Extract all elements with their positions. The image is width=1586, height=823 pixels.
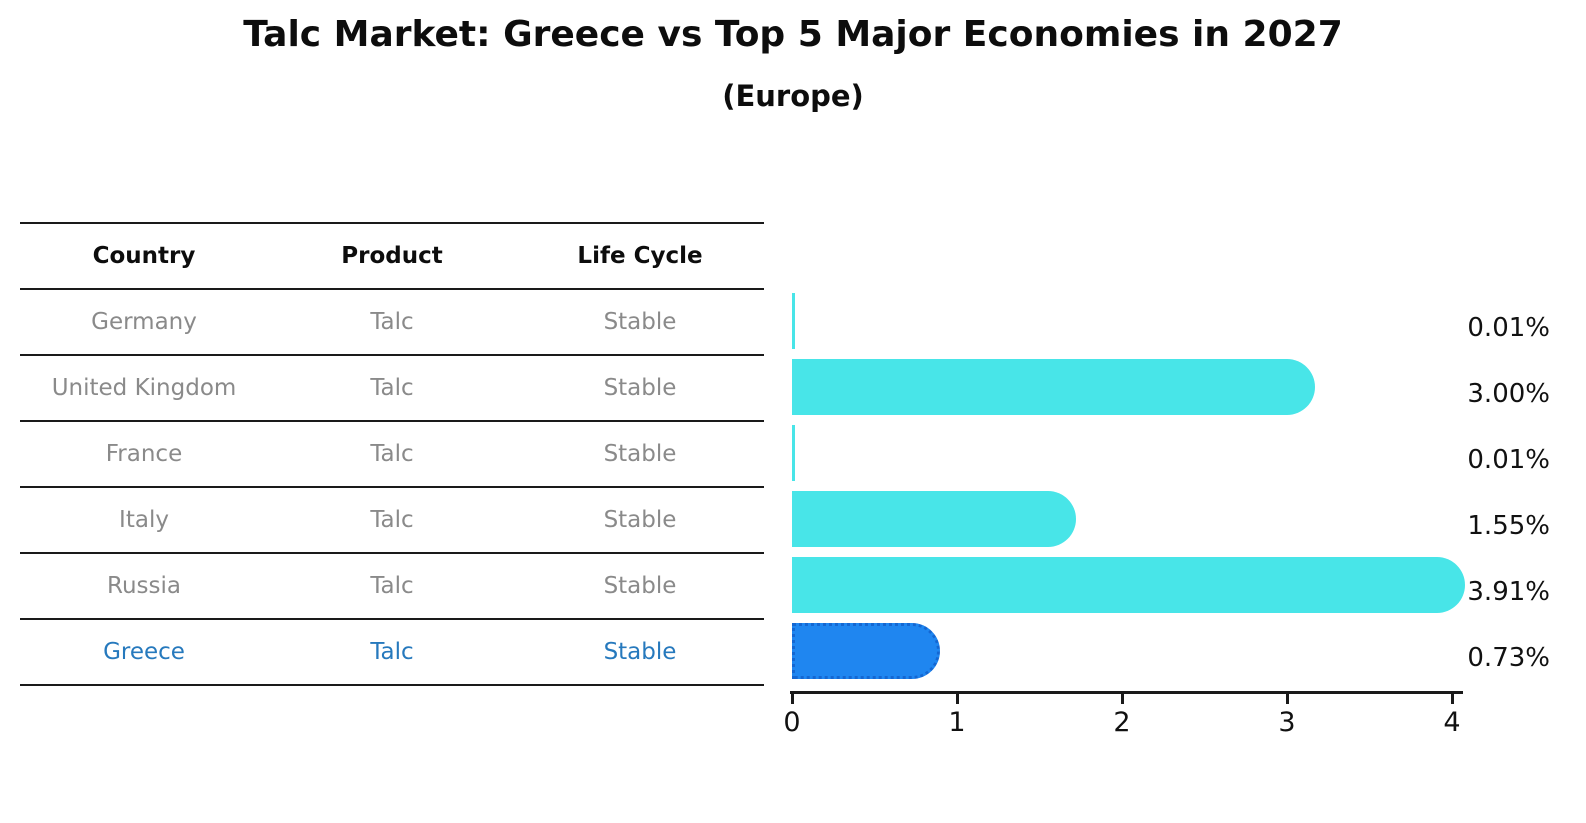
x-axis-tick [1121, 694, 1124, 704]
x-axis-tick-label: 4 [1443, 707, 1461, 738]
bar-row [792, 354, 1315, 420]
cell-country: Russia [107, 573, 181, 599]
cell-product: Talc [370, 375, 414, 401]
cell-product: Talc [370, 507, 414, 533]
x-axis-tick-label: 1 [948, 707, 966, 738]
table-row: United Kingdom Talc Stable [20, 356, 764, 422]
column-header-product: Product [341, 243, 443, 269]
chart-subtitle: (Europe) [722, 79, 864, 113]
cell-life-cycle: Stable [603, 507, 677, 533]
cell-product: Talc [370, 309, 414, 335]
x-axis-spine [790, 691, 1463, 694]
chart-title: Talc Market: Greece vs Top 5 Major Econo… [243, 14, 1343, 55]
table-row: Italy Talc Stable [20, 488, 764, 554]
value-label: 1.55% [1467, 511, 1550, 541]
bar-greece-highlighted [792, 623, 941, 679]
value-label: 3.91% [1467, 577, 1550, 607]
cell-country: France [105, 441, 183, 467]
table-row: Germany Talc Stable [20, 290, 764, 356]
cell-life-cycle: Stable [603, 309, 677, 335]
bar-row [792, 618, 941, 684]
table-row: France Talc Stable [20, 422, 764, 488]
value-label: 0.73% [1467, 643, 1550, 673]
cell-country: Germany [91, 309, 197, 335]
table-row: Russia Talc Stable [20, 554, 764, 620]
value-label: 3.00% [1467, 379, 1550, 409]
country-table: Country Product Life Cycle Germany Talc … [20, 222, 764, 686]
bar-italy [792, 491, 1076, 547]
column-header-country: Country [92, 243, 196, 269]
cell-product: Talc [370, 639, 414, 665]
cell-product: Talc [370, 441, 414, 467]
x-axis-tick-label: 2 [1113, 707, 1131, 738]
cell-life-cycle: Stable [603, 441, 677, 467]
x-axis-tick [1451, 694, 1454, 704]
cell-country: Greece [103, 639, 185, 665]
x-axis-tick [956, 694, 959, 704]
bar-germany [792, 293, 795, 349]
cell-life-cycle: Stable [603, 639, 677, 665]
bar-russia [792, 557, 1466, 613]
x-axis-tick-label: 3 [1278, 707, 1296, 738]
value-label: 0.01% [1467, 445, 1550, 475]
bar-row [792, 420, 795, 486]
bar-row [792, 552, 1466, 618]
column-header-life-cycle: Life Cycle [577, 243, 703, 269]
cell-life-cycle: Stable [603, 375, 677, 401]
cell-country: Italy [119, 507, 169, 533]
bar-row [792, 288, 795, 354]
value-label: 0.01% [1467, 313, 1550, 343]
bar-france [792, 425, 795, 481]
table-row-highlighted: Greece Talc Stable [20, 620, 764, 686]
x-axis-tick [791, 694, 794, 704]
table-header-row: Country Product Life Cycle [20, 224, 764, 290]
cell-country: United Kingdom [51, 375, 237, 401]
cell-life-cycle: Stable [603, 573, 677, 599]
x-axis-tick [1286, 694, 1289, 704]
x-axis-tick-label: 0 [783, 707, 801, 738]
bar-row [792, 486, 1076, 552]
bar-united-kingdom [792, 359, 1315, 415]
cell-product: Talc [370, 573, 414, 599]
